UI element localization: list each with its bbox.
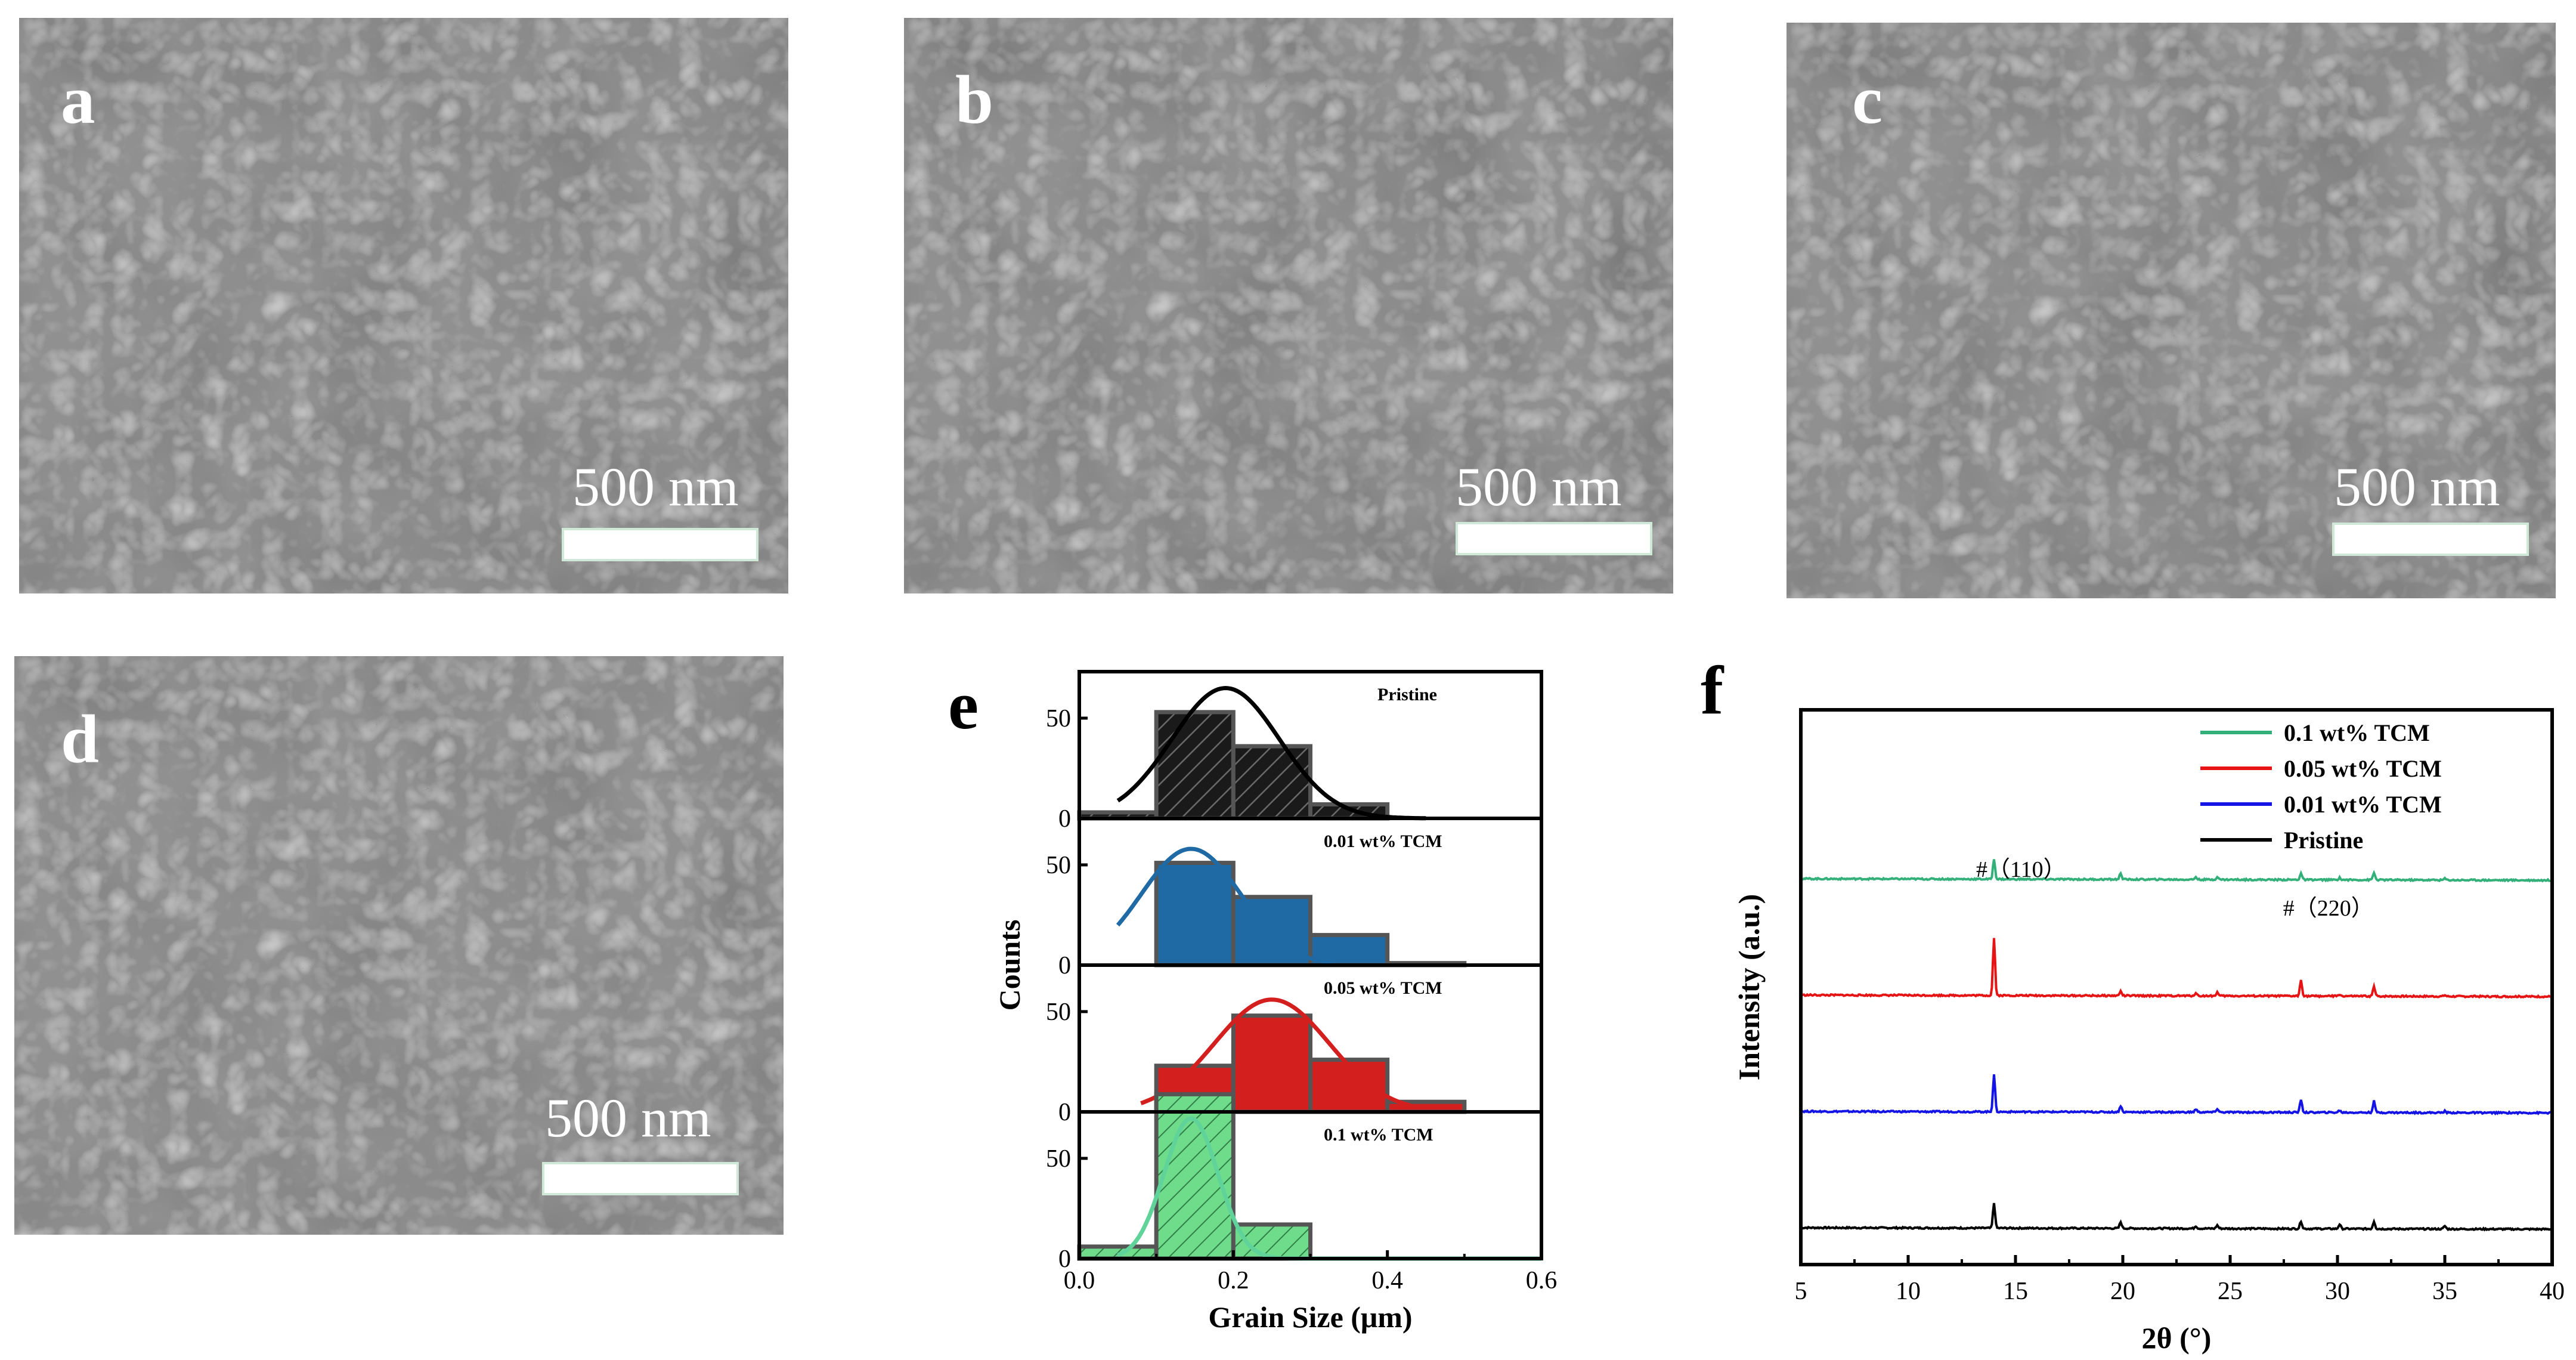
- peak-annotation: #（110）: [1976, 857, 2066, 882]
- gaussian-fit-line: [1116, 846, 1334, 966]
- sem-image-c: [1787, 23, 2556, 598]
- histogram-panel: 0 50 0.1 wt% TCM: [1046, 1092, 1543, 1273]
- panel-label-e: e: [948, 667, 979, 743]
- histogram-panel: 0 50 0.01 wt% TCM: [1046, 817, 1543, 979]
- scale-text-b: 500 nm: [1456, 456, 1622, 517]
- histogram-panel: 0 50 0.05 wt% TCM: [1046, 963, 1543, 1126]
- x-tick-label: 0.2: [1218, 1267, 1249, 1294]
- legend-label: 0.1 wt% TCM: [2284, 719, 2430, 746]
- series-label: 0.01 wt% TCM: [1324, 832, 1442, 851]
- x-tick-label: 0.0: [1064, 1267, 1095, 1294]
- sem-image-a: [19, 18, 788, 594]
- gaussian-fit-line: [1116, 685, 1426, 821]
- legend-label: 0.01 wt% TCM: [2284, 791, 2442, 818]
- series-label: Pristine: [1377, 685, 1437, 704]
- gaussian-fit-line: [1140, 997, 1411, 1108]
- panel-label-c: c: [1852, 62, 1883, 138]
- histogram-bar: [1154, 861, 1236, 968]
- x-tick-label: 30: [2325, 1278, 2350, 1305]
- sem-image-d: [14, 656, 784, 1235]
- sem-panel-a: a 500 nm: [19, 18, 788, 594]
- scale-text-d: 500 nm: [545, 1087, 711, 1148]
- sem-panel-c: c 500 nm: [1787, 23, 2556, 598]
- xrd-trace: [1800, 859, 2553, 883]
- panel-label-f: f: [1701, 653, 1724, 728]
- x-tick-label: 15: [2003, 1278, 2028, 1305]
- y-tick-label: 50: [1046, 1145, 1071, 1173]
- xrd-pattern-chart: 5 10 15 20 25 30 35 40 2θ (°) Intensity (a.u.) #（1…: [1732, 708, 2565, 1355]
- xrd-trace: [1800, 1074, 2552, 1116]
- xrd-trace: [1800, 1203, 2553, 1232]
- scale-bar-d: [542, 1162, 739, 1195]
- panel-label-a: a: [61, 62, 95, 138]
- sem-panel-b: b 500 nm: [904, 18, 1673, 594]
- series-label: 0.05 wt% TCM: [1324, 978, 1442, 998]
- grain-size-histogram-chart: 0 50 Pristine 0 50 0.01 wt% TCM 0 50 0.05 wt% TC…: [993, 670, 1558, 1334]
- legend-label: 0.05 wt% TCM: [2284, 755, 2442, 782]
- histogram-bar: [1077, 1244, 1159, 1261]
- y-tick-label: 0: [1058, 805, 1071, 833]
- scale-text-a: 500 nm: [572, 456, 739, 517]
- y-tick-label: 50: [1046, 999, 1071, 1026]
- panel-label-b: b: [955, 62, 993, 138]
- y-axis-label: Counts: [993, 920, 1026, 1011]
- legend-label: Pristine: [2284, 827, 2363, 854]
- xrd-trace: [1800, 938, 2553, 999]
- histogram-bar: [1231, 1013, 1313, 1114]
- x-tick-label: 35: [2432, 1278, 2457, 1305]
- x-tick-label: 0.4: [1371, 1267, 1403, 1294]
- sem-image-b: [904, 18, 1673, 594]
- x-axis-label: Grain Size (μm): [1208, 1300, 1412, 1334]
- y-tick-label: 0: [1058, 1099, 1071, 1126]
- y-tick-label: 0: [1058, 952, 1071, 979]
- series-label: 0.1 wt% TCM: [1324, 1125, 1433, 1145]
- x-axis-label: 2θ (°): [2142, 1321, 2212, 1355]
- histogram-bar: [1231, 744, 1313, 821]
- scale-bar-b: [1456, 522, 1652, 555]
- sem-panel-d: d 500 nm: [14, 656, 784, 1235]
- x-tick-label: 40: [2540, 1278, 2565, 1305]
- histogram-panel: 0 50 Pristine: [1046, 670, 1543, 833]
- peak-annotation: #（220）: [2283, 896, 2374, 921]
- histogram-bar: [1154, 710, 1236, 821]
- x-tick-label: 25: [2218, 1278, 2243, 1305]
- y-tick-label: 50: [1046, 705, 1071, 732]
- y-tick-label: 50: [1046, 852, 1071, 879]
- panel-label-d: d: [61, 701, 99, 777]
- scale-bar-c: [2332, 523, 2529, 556]
- y-axis-label: Intensity (a.u.): [1732, 894, 1766, 1081]
- x-tick-label: 5: [1795, 1278, 1807, 1305]
- scale-bar-a: [562, 528, 758, 561]
- y-tick-label: 0: [1058, 1245, 1071, 1273]
- scale-text-c: 500 nm: [2334, 456, 2500, 517]
- x-tick-label: 20: [2110, 1278, 2135, 1305]
- x-tick-label: 0.6: [1526, 1267, 1558, 1294]
- x-tick-label: 10: [1896, 1278, 1921, 1305]
